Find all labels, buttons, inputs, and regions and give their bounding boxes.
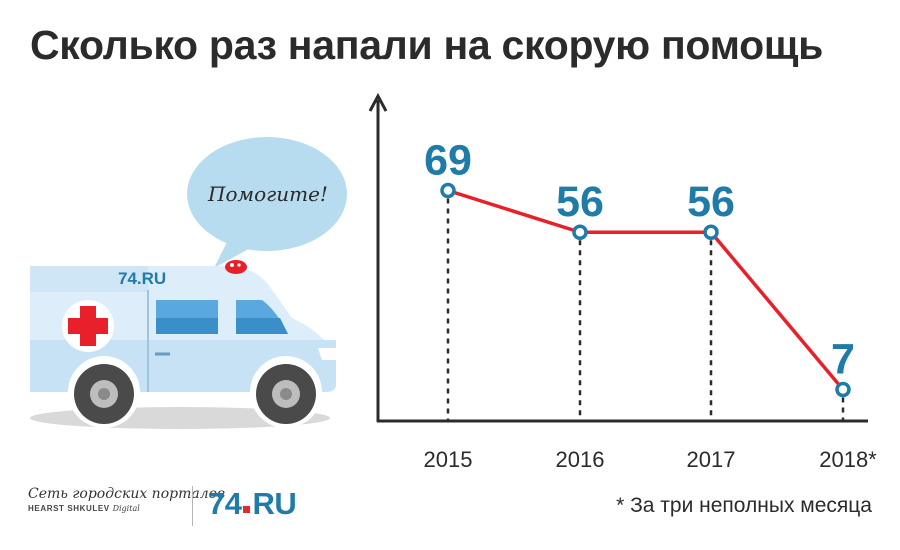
chart-title: Сколько раз напали на скорую помощь (30, 22, 824, 68)
data-point-2017 (703, 224, 719, 240)
data-label-2016: 56 (556, 178, 604, 226)
data-point-2015 (440, 182, 456, 199)
speech-bubble-text: Помогите! (207, 182, 328, 206)
footnote: * За три неполных месяца (616, 494, 872, 517)
series-segment-1 (446, 188, 582, 234)
network-name: Сеть городских порталов (28, 486, 226, 502)
speech-bubble: Помогите! (187, 137, 347, 268)
logo-main: 74 (208, 486, 242, 521)
ambulance: 74.RU (30, 260, 336, 428)
network-brand: Сеть городских порталов HEARST SHKULEV D… (28, 486, 225, 513)
x-tick-label-2018: 2018* (819, 447, 877, 472)
axes (368, 92, 868, 423)
data-label-2017: 56 (687, 178, 735, 226)
x-tick-label-2016: 2016 (556, 447, 605, 472)
data-label-2015: 69 (424, 137, 472, 185)
data-point-2016 (572, 224, 588, 240)
van-logo-text: 74.RU (118, 269, 166, 288)
series-segment-3 (709, 230, 845, 392)
logo-tld: RU (252, 486, 297, 521)
y-axis-arrow (368, 92, 388, 112)
site-logo[interactable]: 74 RU (208, 486, 297, 522)
holding-name: HEARST SHKULEV Digital (28, 504, 225, 513)
data-point-2018 (835, 381, 851, 398)
holding-name-text: HEARST SHKULEV (28, 504, 110, 513)
data-label-2018: 7 (831, 336, 855, 384)
holding-suffix: Digital (112, 504, 140, 513)
logo-dot (243, 506, 251, 513)
x-tick-label-2017: 2017 (687, 447, 736, 472)
footer-divider (192, 486, 193, 526)
x-tick-label-2015: 2015 (424, 447, 473, 472)
